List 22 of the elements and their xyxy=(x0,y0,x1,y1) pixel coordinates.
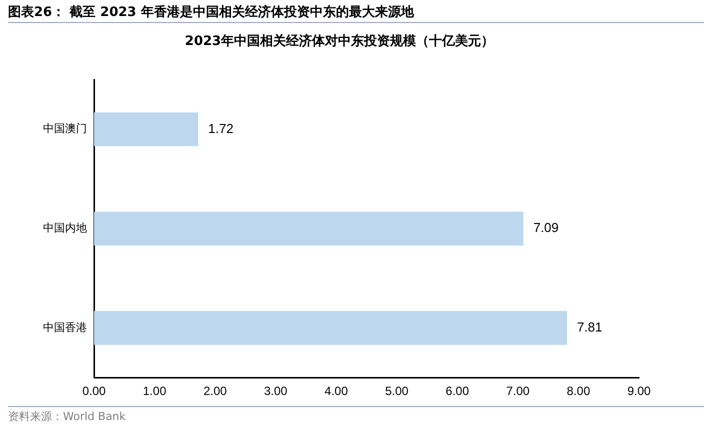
y-tick-label: 中国澳门 xyxy=(43,122,87,136)
bar xyxy=(94,212,524,246)
x-tick-label: 9.00 xyxy=(627,384,651,398)
x-tick-label: 5.00 xyxy=(385,384,409,398)
x-tick-label: 1.00 xyxy=(142,384,167,398)
x-tick-label: 4.00 xyxy=(324,384,348,398)
x-tick-label: 0.00 xyxy=(82,384,106,398)
x-tick-label: 6.00 xyxy=(446,384,470,398)
text: 资料来源：World Bank xyxy=(8,409,126,424)
x-tick-label: 7.00 xyxy=(506,384,530,398)
x-tick-label: 3.00 xyxy=(264,384,288,398)
x-tick-label: 2.00 xyxy=(203,384,228,398)
data-label: 7.81 xyxy=(576,320,602,335)
bar xyxy=(94,112,198,146)
data-label: 7.09 xyxy=(533,220,559,236)
chart-title: 图表26： 截至 2023 年香港是中国相关经济体投资中东的最大来源地 xyxy=(8,4,416,21)
data-label: 1.72 xyxy=(208,120,234,136)
y-tick-label: 中国内地 xyxy=(43,221,87,234)
bar xyxy=(94,311,567,345)
y-tick-label: 中国香港 xyxy=(43,320,87,334)
x-tick-label: 8.00 xyxy=(566,384,590,398)
chart-subtitle: 2023年中国相关经济体对中东投资规模（十亿美元） xyxy=(184,33,494,50)
